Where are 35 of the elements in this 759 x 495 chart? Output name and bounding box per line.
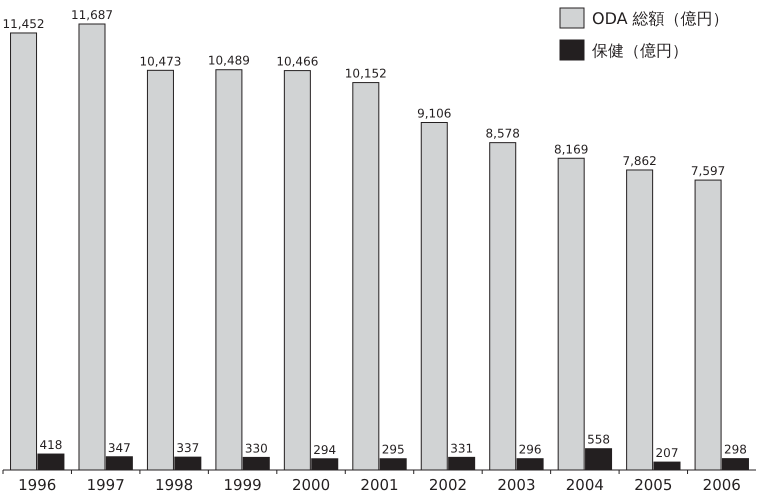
- data-label: 347: [108, 440, 131, 455]
- data-label: 11,452: [2, 16, 45, 31]
- x-tick-label: 2001: [360, 476, 399, 494]
- data-label: 7,597: [690, 164, 726, 178]
- data-label: 295: [382, 442, 405, 457]
- x-tick-label: 1997: [86, 476, 125, 494]
- x-tick-label: 2000: [292, 476, 330, 494]
- legend-label: ODA 総額（億円）: [592, 9, 729, 28]
- x-tick-label: 2002: [428, 476, 468, 494]
- x-tick-label: 1996: [18, 476, 56, 494]
- data-label: 337: [176, 441, 200, 456]
- data-label: 11,687: [70, 8, 113, 22]
- x-tick-label: 2005: [634, 476, 672, 494]
- data-label: 10,473: [139, 54, 182, 68]
- data-label: 330: [244, 441, 268, 456]
- data-label: 8,169: [554, 142, 588, 156]
- data-label: 207: [656, 446, 678, 460]
- legend-label: 保健（億円）: [592, 41, 688, 60]
- data-label: 558: [587, 432, 610, 447]
- x-tick-label: 2004: [566, 476, 604, 494]
- data-label: 296: [518, 442, 542, 457]
- data-label: 9,106: [417, 106, 452, 120]
- data-label: 298: [724, 442, 747, 457]
- data-label: 8,578: [486, 126, 520, 141]
- x-tick-label: 2006: [702, 476, 741, 494]
- data-label: 418: [39, 438, 62, 452]
- data-label: 10,466: [276, 54, 318, 69]
- x-tick-label: 1998: [155, 476, 194, 494]
- x-tick-label: 1999: [223, 476, 262, 494]
- data-label: 7,862: [622, 154, 657, 168]
- data-label: 10,152: [344, 66, 387, 81]
- data-label: 294: [313, 442, 336, 457]
- x-tick-label: 2003: [497, 476, 536, 494]
- data-label: 10,489: [208, 54, 250, 68]
- data-label: 331: [450, 441, 474, 456]
